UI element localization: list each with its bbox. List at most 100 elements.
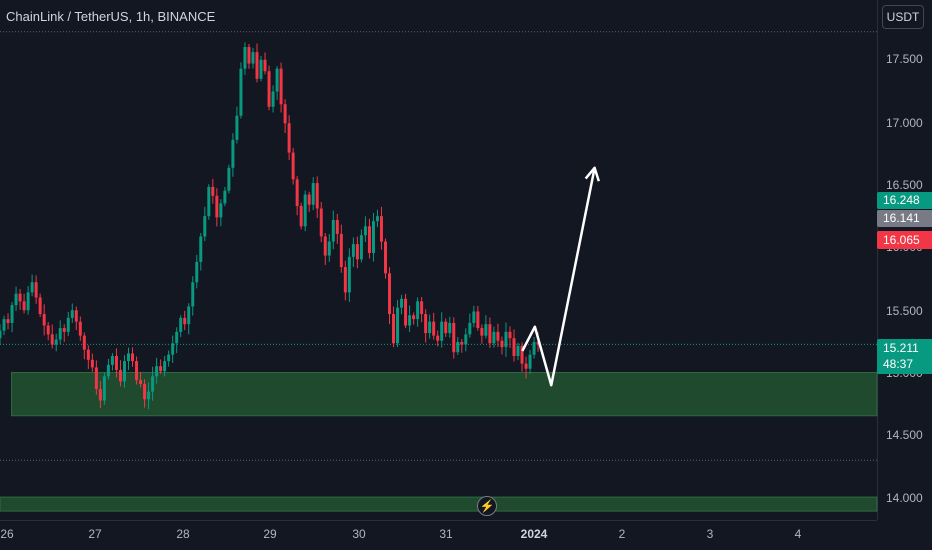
candle-body bbox=[58, 328, 62, 340]
candle-body bbox=[18, 293, 22, 302]
candle-body bbox=[90, 359, 94, 368]
candle-body bbox=[118, 369, 122, 382]
candle-body bbox=[147, 391, 151, 400]
candle-body bbox=[524, 363, 528, 369]
projection-arrow[interactable] bbox=[521, 166, 600, 387]
candle-body bbox=[30, 282, 34, 293]
price-tick: 14.500 bbox=[886, 428, 923, 442]
time-tick: 27 bbox=[88, 527, 102, 541]
candle-body bbox=[448, 322, 452, 334]
candle-body bbox=[78, 321, 82, 336]
price-tick: 14.000 bbox=[886, 491, 923, 505]
candle-body bbox=[367, 226, 371, 254]
price-axis-divider bbox=[877, 0, 878, 520]
candle-body bbox=[203, 216, 207, 237]
candle-body bbox=[532, 342, 536, 355]
candle-body bbox=[436, 335, 440, 341]
candle-body bbox=[102, 376, 106, 401]
candle-body bbox=[126, 353, 130, 362]
candle-body bbox=[191, 282, 195, 307]
candle-body bbox=[315, 183, 319, 209]
candle-body bbox=[54, 339, 58, 345]
candle-body bbox=[460, 342, 464, 345]
candle-body bbox=[94, 367, 98, 390]
candle-body bbox=[267, 71, 271, 107]
currency-button[interactable]: USDT bbox=[882, 5, 924, 29]
candle-body bbox=[175, 331, 179, 344]
candle-body bbox=[215, 195, 219, 218]
candle-body bbox=[26, 292, 30, 311]
candle-body bbox=[476, 311, 480, 329]
price-tick: 17.000 bbox=[886, 116, 923, 130]
time-tick: 3 bbox=[706, 527, 714, 541]
candle-body bbox=[70, 310, 74, 318]
candle-body bbox=[383, 241, 387, 274]
candle-body bbox=[231, 139, 235, 168]
symbol-title[interactable]: ChainLink / TetherUS, 1h, BINANCE bbox=[6, 9, 216, 24]
candle-body bbox=[223, 190, 227, 204]
candle-body bbox=[155, 366, 159, 377]
candle-body bbox=[131, 353, 135, 362]
candle-body bbox=[219, 203, 223, 218]
candle-body bbox=[22, 301, 26, 311]
candle-body bbox=[275, 68, 279, 92]
last-price-tag: 15.211 48:37 bbox=[877, 339, 932, 374]
candle-body bbox=[135, 361, 139, 381]
candle-body bbox=[323, 236, 327, 256]
time-tick: 29 bbox=[263, 527, 277, 541]
candle-body bbox=[207, 186, 211, 217]
time-tick-year: 2024 bbox=[520, 527, 548, 541]
candle-body bbox=[444, 321, 448, 334]
time-tick: 4 bbox=[794, 527, 802, 541]
candle-body bbox=[271, 91, 275, 107]
candle-body bbox=[163, 361, 167, 372]
candle-body bbox=[359, 235, 363, 260]
last-price-value: 15.211 bbox=[883, 341, 919, 355]
candle-body bbox=[440, 321, 444, 341]
candle-body bbox=[371, 221, 375, 254]
candle-body bbox=[159, 366, 163, 372]
time-tick: 26 bbox=[0, 527, 14, 541]
candle-body bbox=[139, 380, 143, 384]
candle-body bbox=[520, 345, 524, 364]
mid-price-tag: 16.141 bbox=[877, 210, 932, 227]
candle-body bbox=[122, 361, 126, 382]
candle-body bbox=[251, 52, 255, 64]
candle-body bbox=[327, 241, 331, 256]
candle-body bbox=[110, 355, 114, 365]
candle-body bbox=[335, 219, 339, 234]
candles-layer bbox=[0, 42, 540, 410]
candle-body bbox=[484, 324, 488, 336]
candle-body bbox=[151, 376, 155, 392]
support-zone bbox=[11, 372, 878, 417]
candle-body bbox=[62, 328, 66, 332]
candle-body bbox=[500, 340, 504, 348]
candle-body bbox=[0, 330, 2, 339]
high-price-tag: 16.248 bbox=[877, 192, 932, 209]
candle-body bbox=[416, 301, 420, 320]
time-tick: 31 bbox=[439, 527, 453, 541]
lightning-icon[interactable]: ⚡ bbox=[477, 496, 497, 516]
bar-countdown: 48:37 bbox=[883, 357, 914, 371]
candle-body bbox=[38, 297, 42, 315]
candle-body bbox=[211, 186, 215, 196]
candle-body bbox=[355, 244, 359, 260]
candle-body bbox=[243, 47, 247, 69]
candle-body bbox=[311, 183, 315, 205]
candle-body bbox=[508, 331, 512, 339]
candle-body bbox=[183, 317, 187, 325]
candle-body bbox=[14, 293, 18, 306]
time-tick: 28 bbox=[176, 527, 190, 541]
candle-body bbox=[42, 314, 46, 326]
price-tick: 16.500 bbox=[886, 178, 923, 192]
candle-body bbox=[2, 319, 6, 331]
candle-body bbox=[195, 261, 199, 283]
candle-body bbox=[363, 226, 367, 236]
candle-body bbox=[283, 104, 287, 124]
candle-body bbox=[464, 334, 468, 345]
candle-body bbox=[392, 314, 396, 344]
candle-body bbox=[379, 216, 383, 242]
candle-body bbox=[408, 315, 412, 326]
arrow-head bbox=[584, 166, 600, 182]
